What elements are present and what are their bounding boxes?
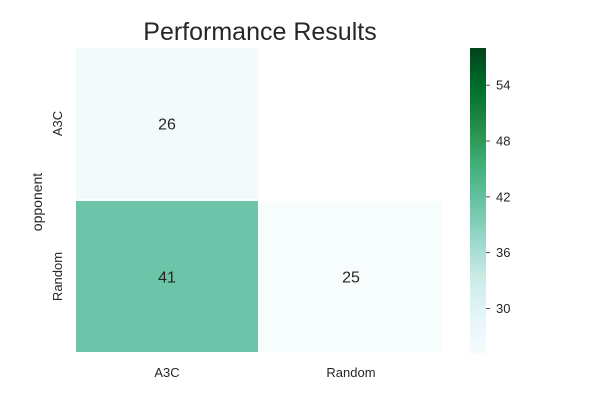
colorbar-ticks: 30 36 42 48 54 [486, 78, 510, 316]
heatmap-cells: 26 41 25 [76, 48, 442, 352]
colorbar-tick-label: 30 [496, 301, 510, 316]
colorbar-tick-label: 42 [496, 189, 510, 204]
x-axis-ticks: A3C Random [154, 365, 375, 380]
heatmap-cell [76, 201, 258, 352]
y-tick-label: A3C [50, 111, 65, 136]
y-axis-ticks: A3C Random [50, 111, 65, 301]
heatmap-cell [76, 48, 258, 199]
x-tick-label: Random [326, 365, 375, 380]
cell-value-label: 26 [158, 117, 176, 134]
x-tick-label: A3C [154, 365, 179, 380]
y-tick-label: Random [50, 252, 65, 301]
colorbar-tick-label: 54 [496, 78, 510, 93]
colorbar-tick-label: 36 [496, 245, 510, 260]
colorbar [470, 48, 486, 355]
colorbar-tick-label: 48 [496, 134, 510, 149]
heatmap-cell [260, 201, 442, 352]
cell-value-label: 41 [158, 270, 176, 287]
y-axis-label: opponent [29, 173, 45, 232]
chart-title: Performance Results [143, 18, 376, 46]
colorbar-gradient [470, 48, 486, 355]
cell-value-label: 25 [342, 270, 360, 287]
